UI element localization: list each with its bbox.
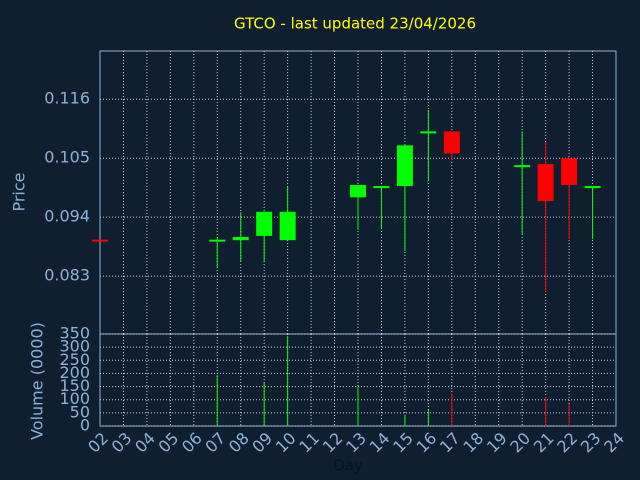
candle-body — [373, 186, 390, 189]
y2-tick-label: 100 — [59, 389, 90, 408]
candle-body — [232, 236, 249, 241]
candle-body — [92, 239, 108, 242]
y2-tick-label: 0 — [80, 416, 90, 435]
candle-body — [584, 186, 601, 189]
candle-body — [396, 145, 413, 187]
x-axis-label: Day — [333, 457, 363, 475]
y-tick-label: 0.083 — [44, 266, 90, 285]
y2-tick-label: 300 — [59, 337, 90, 356]
candle-body — [256, 211, 273, 236]
candle-body — [209, 239, 226, 242]
candle-body — [350, 184, 366, 198]
candle-body — [561, 158, 578, 185]
y-tick-label: 0.105 — [44, 148, 90, 167]
y2-tick-label: 350 — [59, 324, 90, 343]
y2-tick-label: 250 — [59, 350, 90, 369]
y-tick-label: 0.094 — [44, 207, 90, 226]
y2-tick-label: 150 — [59, 376, 90, 395]
candle-body — [279, 211, 296, 241]
y-axis-label: Price — [10, 172, 29, 211]
candle-body — [537, 164, 554, 202]
y2-tick-label: 50 — [70, 402, 90, 421]
y2-tick-label: 200 — [59, 363, 90, 382]
candle-body — [514, 165, 531, 168]
y2-axis-label: Volume (0000) — [28, 322, 47, 440]
candle-body — [420, 131, 437, 134]
y-tick-label: 0.116 — [44, 89, 90, 108]
candle-body — [443, 131, 460, 154]
chart-title: GTCO - last updated 23/04/2026 — [234, 15, 476, 33]
